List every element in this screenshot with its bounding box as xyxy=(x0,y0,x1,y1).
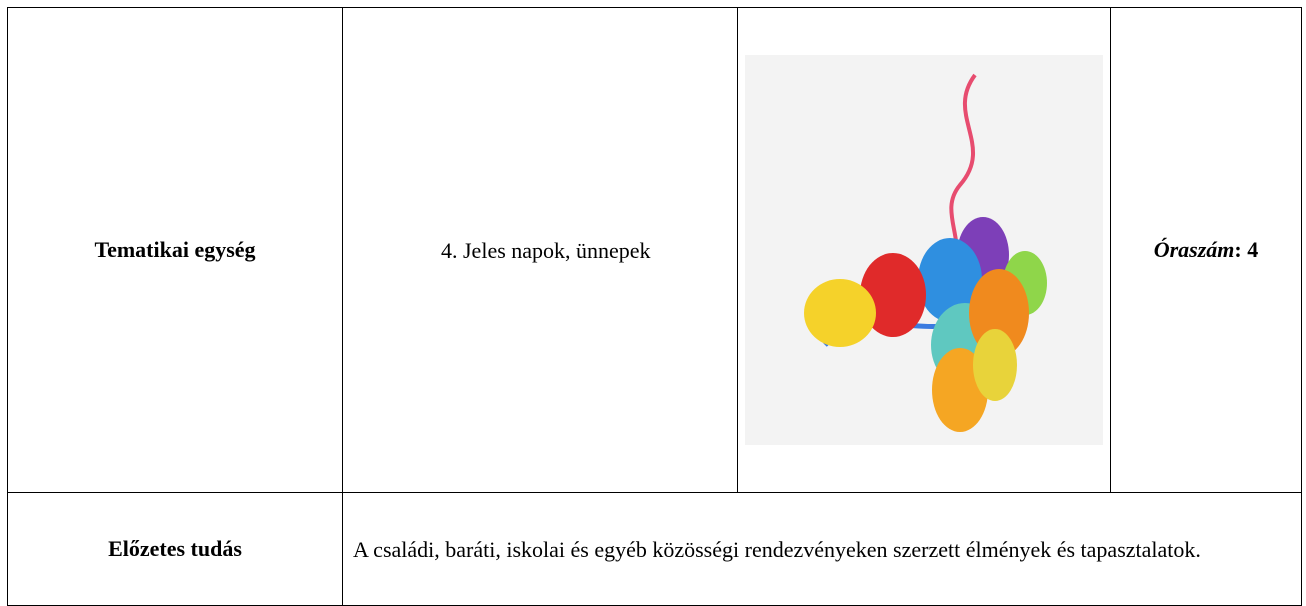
cell: Óraszám: 4 xyxy=(1110,7,1302,493)
row-header: Tematikai egység xyxy=(7,7,343,493)
hours-label: Óraszám xyxy=(1153,237,1235,262)
hours-value: : 4 xyxy=(1234,237,1259,262)
balloons-image xyxy=(745,55,1103,445)
image-cell xyxy=(737,7,1111,493)
cell: A családi, baráti, iskolai és egyéb közö… xyxy=(342,492,1302,606)
lesson-table: Tematikai egység 4. Jeles napok, ünnepek… xyxy=(7,7,1302,606)
table-row: Tematikai egység 4. Jeles napok, ünnepek… xyxy=(7,7,1302,493)
cell: 4. Jeles napok, ünnepek xyxy=(342,7,738,493)
table-row: Előzetes tudás A családi, baráti, iskola… xyxy=(7,492,1302,606)
row-header: Előzetes tudás xyxy=(7,492,343,606)
topic-text: 4. Jeles napok, ünnepek xyxy=(441,237,651,263)
prior-knowledge-text: A családi, baráti, iskolai és egyéb közö… xyxy=(353,536,1201,562)
